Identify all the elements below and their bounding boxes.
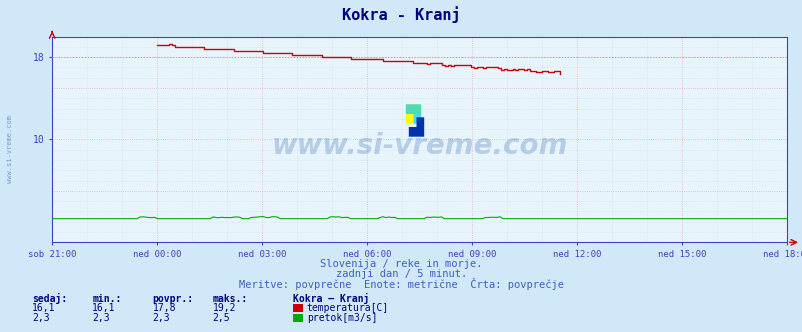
Text: 19,2: 19,2 bbox=[213, 303, 236, 313]
Text: Kokra – Kranj: Kokra – Kranj bbox=[293, 293, 369, 304]
Text: 2,5: 2,5 bbox=[213, 313, 230, 323]
Text: min.:: min.: bbox=[92, 294, 122, 304]
Text: 2,3: 2,3 bbox=[92, 313, 110, 323]
Text: 16,1: 16,1 bbox=[32, 303, 55, 313]
Text: ▛: ▛ bbox=[404, 105, 419, 124]
Text: povpr.:: povpr.: bbox=[152, 294, 193, 304]
Text: 2,3: 2,3 bbox=[32, 313, 50, 323]
Text: www.si-vreme.com: www.si-vreme.com bbox=[271, 131, 567, 160]
Text: ▜: ▜ bbox=[404, 105, 419, 124]
Text: maks.:: maks.: bbox=[213, 294, 248, 304]
Text: sedaj:: sedaj: bbox=[32, 293, 67, 304]
Text: 2,3: 2,3 bbox=[152, 313, 170, 323]
Text: Slovenija / reke in morje.: Slovenija / reke in morje. bbox=[320, 259, 482, 269]
Text: Kokra - Kranj: Kokra - Kranj bbox=[342, 7, 460, 23]
Text: zadnji dan / 5 minut.: zadnji dan / 5 minut. bbox=[335, 269, 467, 279]
Text: www.si-vreme.com: www.si-vreme.com bbox=[6, 116, 13, 183]
Text: ▟: ▟ bbox=[408, 118, 423, 137]
Text: Meritve: povprečne  Enote: metrične  Črta: povprečje: Meritve: povprečne Enote: metrične Črta:… bbox=[239, 278, 563, 290]
Text: pretok[m3/s]: pretok[m3/s] bbox=[306, 313, 377, 323]
Text: 16,1: 16,1 bbox=[92, 303, 115, 313]
Text: 17,8: 17,8 bbox=[152, 303, 176, 313]
Text: temperatura[C]: temperatura[C] bbox=[306, 303, 388, 313]
